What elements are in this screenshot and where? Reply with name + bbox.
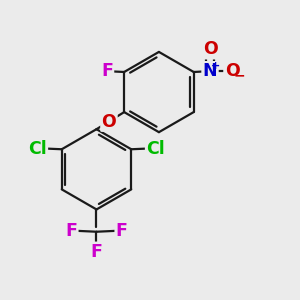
Text: N: N: [203, 62, 217, 80]
Text: F: F: [101, 62, 113, 80]
Text: Cl: Cl: [28, 140, 47, 158]
Text: F: F: [65, 222, 77, 240]
Text: +: +: [211, 61, 220, 71]
Text: O: O: [225, 62, 239, 80]
Text: Cl: Cl: [146, 140, 165, 158]
Text: −: −: [234, 68, 245, 82]
Text: O: O: [202, 40, 217, 58]
Text: F: F: [91, 243, 102, 261]
Text: O: O: [102, 112, 116, 130]
Text: F: F: [116, 222, 128, 240]
